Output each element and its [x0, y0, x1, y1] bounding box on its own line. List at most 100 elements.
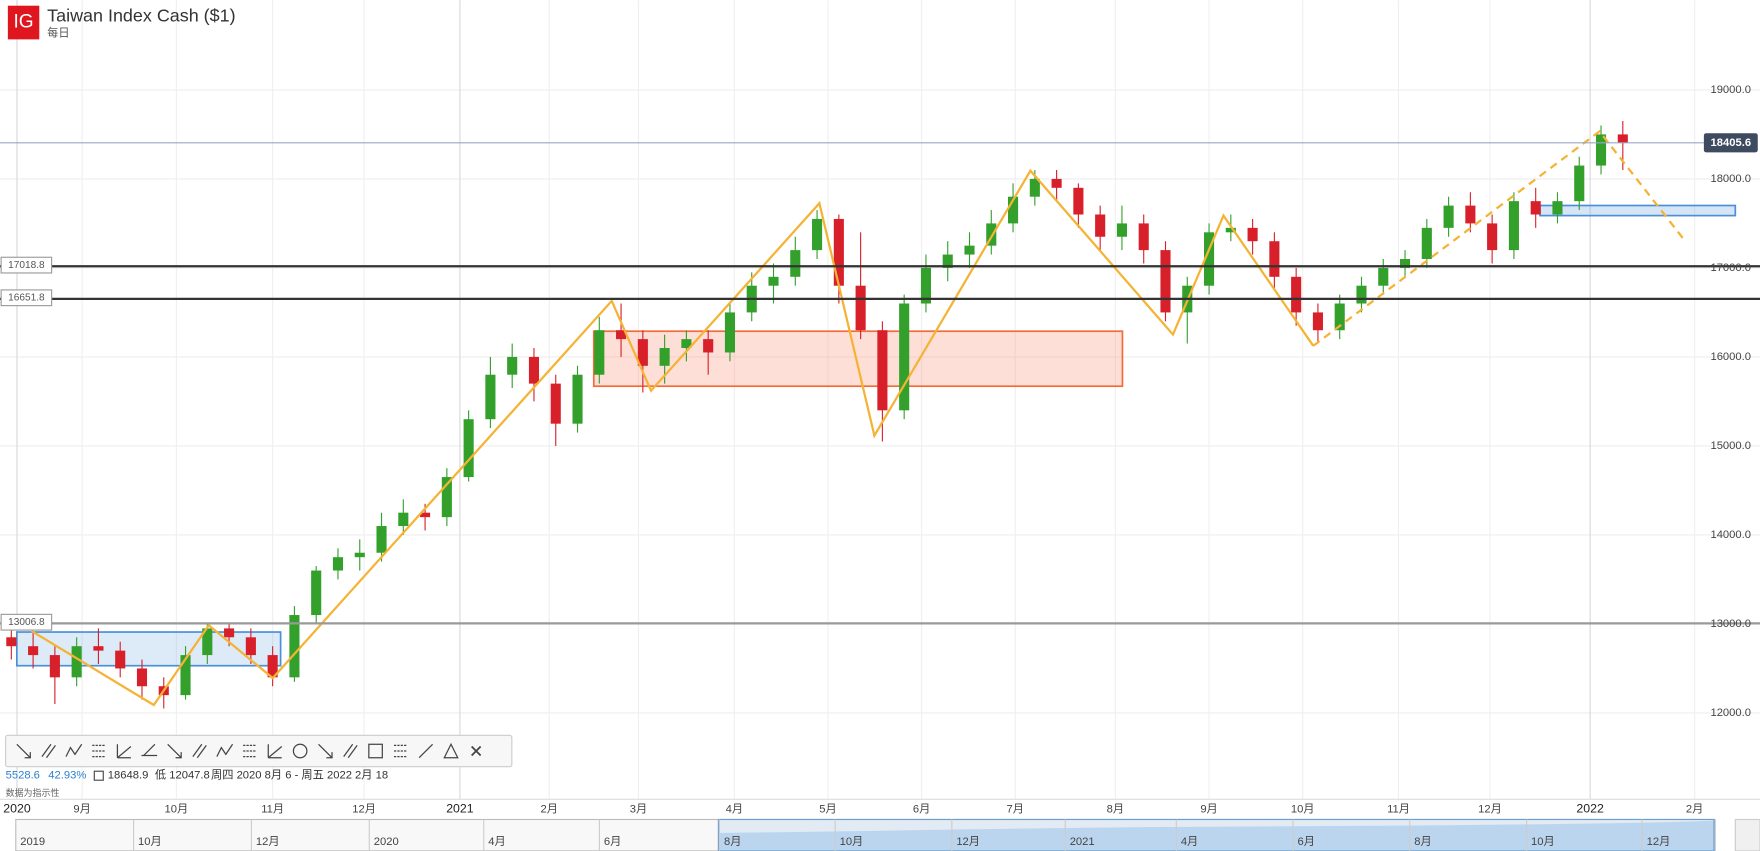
candle-body: [1029, 178, 1040, 197]
candle-body: [594, 330, 605, 375]
candle-body: [1378, 267, 1389, 286]
candle-body: [899, 303, 910, 411]
candle-body: [1574, 165, 1585, 202]
logo[interactable]: [7, 5, 40, 40]
tool-icon: [192, 743, 207, 759]
candle-body: [463, 419, 474, 478]
x-tick-label: 4月: [726, 803, 743, 815]
tool-button[interactable]: [39, 741, 59, 761]
navigator-label: 12月: [1647, 836, 1671, 848]
y-tick-label: 18000.0: [1710, 173, 1751, 185]
x-tick-label: 10月: [1291, 803, 1315, 815]
tool-icon: [167, 743, 182, 759]
x-tick-label: 3月: [630, 803, 647, 815]
x-tick-label: 8月: [1107, 803, 1124, 815]
tool-button[interactable]: [64, 741, 84, 761]
x-tick-label: 9月: [1200, 803, 1217, 815]
y-tick-label: 15000.0: [1710, 440, 1751, 452]
tool-icon: [92, 744, 106, 758]
candle-body: [790, 250, 801, 277]
y-tick-label: 13000.0: [1710, 618, 1751, 630]
change-pct: 42.93%: [48, 770, 86, 782]
x-tick-label: 2月: [1686, 803, 1703, 815]
tool-icon: [65, 743, 83, 757]
candle-body: [93, 646, 104, 651]
x-tick-label: 2021: [446, 802, 474, 816]
x-tick-label: 11月: [1387, 803, 1410, 815]
candle-body: [1203, 232, 1215, 286]
candle-body: [311, 570, 322, 616]
navigator-window[interactable]: [717, 818, 1715, 851]
navigator-area: [718, 820, 1714, 851]
candle-body: [1116, 223, 1127, 237]
drawings: [30, 129, 1685, 707]
candle-body: [485, 374, 496, 420]
navigator-label: 10月: [840, 836, 864, 848]
candle-body: [1617, 134, 1628, 143]
navigator-label: 12月: [256, 836, 280, 848]
candle-body: [877, 330, 888, 411]
navigator-label: 8月: [724, 836, 741, 848]
candle-body: [398, 512, 409, 527]
x-tick-label: 12月: [352, 803, 376, 815]
candle-body: [441, 477, 452, 518]
date-range: 周四 2020 8月 6 - 周五 2022 2月 18: [211, 769, 388, 782]
tool-icon: [393, 744, 408, 758]
navigator-label: 12月: [956, 836, 980, 848]
candle-body: [724, 312, 736, 353]
high-value: 18648.9: [108, 770, 149, 782]
interval: 每日: [47, 26, 69, 40]
candle-body: [1508, 201, 1519, 251]
candle-body: [768, 276, 779, 286]
candle-body: [1356, 285, 1367, 304]
tool-button[interactable]: [139, 741, 159, 761]
x-tick-label: 9月: [73, 803, 90, 815]
tool-icon: [16, 743, 31, 759]
navigator-label: 8月: [1414, 836, 1431, 848]
candle-body: [180, 655, 191, 696]
candle-body: [1312, 312, 1323, 331]
candle-body: [964, 245, 975, 255]
tool-icon: [368, 743, 383, 759]
candle-body: [1399, 259, 1411, 268]
candle-body: [1465, 205, 1476, 224]
candle-body: [376, 526, 387, 553]
tool-icon: [216, 743, 234, 757]
candle-body: [1443, 205, 1454, 228]
logo-text: IG: [14, 12, 34, 33]
candle-body: [550, 383, 561, 424]
candle-body: [332, 557, 344, 571]
last-price-label: 18405.6: [1711, 137, 1752, 149]
navigator-label: 4月: [488, 836, 505, 848]
level-label-box: [0, 613, 53, 631]
tool-button[interactable]: [340, 741, 360, 761]
y-tick-label: 12000.0: [1710, 707, 1751, 719]
tool-button[interactable]: [189, 741, 209, 761]
candle-body: [1225, 227, 1236, 233]
tool-button[interactable]: [215, 741, 235, 761]
candle-body: [1530, 201, 1541, 215]
navigator-label: 6月: [604, 836, 621, 848]
navigator-label: 6月: [1298, 836, 1315, 848]
candle-body: [507, 356, 518, 375]
candle-body: [681, 339, 692, 349]
tool-icon: [267, 744, 283, 759]
navigator-scroll[interactable]: [1734, 818, 1760, 851]
candle-body: [136, 668, 148, 687]
candle-body: [1247, 227, 1258, 242]
candle-body: [703, 339, 714, 353]
level-label-box: [0, 256, 53, 274]
navigator-label: 2019: [20, 836, 45, 848]
tool-icon: [443, 742, 459, 759]
candle-body: [224, 628, 235, 638]
candle-body: [1073, 187, 1084, 215]
levels: 17018.8 16651.8 13006.8 18405.6: [0, 133, 1760, 631]
y-tick-label: 17000.0: [1710, 262, 1751, 274]
candle-body: [245, 637, 256, 656]
candles: [6, 121, 1628, 709]
candle-body: [49, 655, 60, 678]
candle-body: [420, 512, 431, 518]
navigator-label: 2021: [1070, 836, 1095, 848]
